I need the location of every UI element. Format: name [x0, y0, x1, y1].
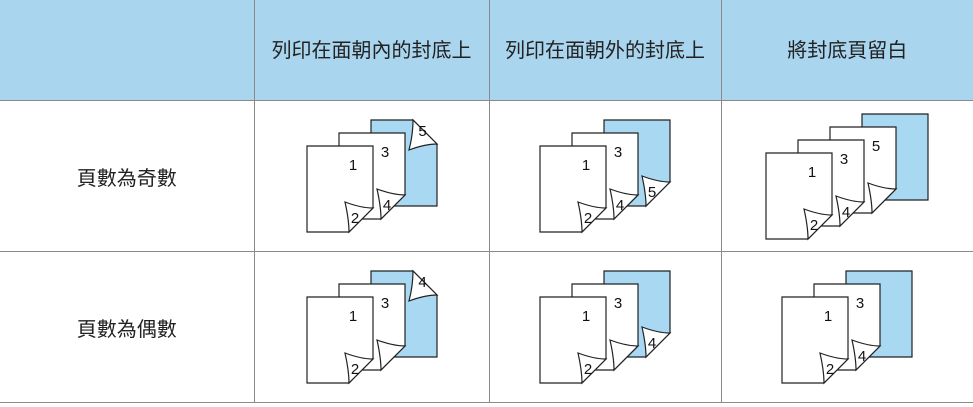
page-curl [577, 352, 608, 385]
page-curl [577, 201, 608, 234]
page-number: 4 [648, 335, 656, 352]
page-curl [641, 326, 672, 359]
page-number: 1 [582, 308, 590, 325]
page-number: 2 [810, 216, 818, 233]
page-number: 1 [582, 157, 590, 174]
page-number: 4 [382, 197, 390, 214]
row-label: 頁數為偶數 [0, 251, 254, 403]
page-number: 1 [808, 163, 816, 180]
page-curl [609, 188, 640, 221]
page-curl [835, 194, 866, 227]
sheet: 12 [781, 296, 850, 385]
page-number: 3 [614, 295, 622, 312]
page-curl [867, 181, 898, 214]
page-curl [343, 352, 374, 385]
sheet: 12 [539, 145, 608, 234]
page-number: 4 [418, 274, 426, 291]
page-number: 4 [842, 203, 850, 220]
page-number: 3 [840, 150, 848, 167]
page-number: 2 [350, 361, 358, 378]
sheet: 12 [305, 296, 374, 385]
page-number: 1 [824, 308, 832, 325]
page-curl [375, 339, 406, 372]
sheet: 12 [305, 145, 374, 234]
page-curl [609, 339, 640, 372]
page-number: 3 [380, 144, 388, 161]
page-number: 3 [856, 295, 864, 312]
page-curl [407, 269, 438, 302]
page-curl [375, 188, 406, 221]
page-number: 3 [614, 144, 622, 161]
corner-cell [0, 0, 254, 101]
page-curl [819, 352, 850, 385]
column-header: 列印在面朝內的封底上 [253, 0, 489, 101]
page-number: 2 [826, 361, 834, 378]
page-number: 1 [348, 157, 356, 174]
page-number: 2 [584, 361, 592, 378]
page-curl [641, 175, 672, 208]
page-number: 2 [584, 210, 592, 227]
page-number: 4 [858, 348, 866, 365]
page-number: 5 [418, 123, 426, 140]
table-row: 頁數為奇數 5 3 4 1 2 5 3 4 1 2 5 3 4 1 2 [0, 100, 973, 252]
page-number: 3 [380, 295, 388, 312]
column-header: 列印在面朝外的封底上 [488, 0, 721, 101]
page-curl [343, 201, 374, 234]
header-row: 列印在面朝內的封底上 列印在面朝外的封底上 將封底頁留白 [0, 0, 973, 101]
page-curl [407, 118, 438, 151]
column-header: 將封底頁留白 [720, 0, 973, 101]
page-number: 5 [648, 184, 656, 201]
sheet: 12 [539, 296, 608, 385]
page-number: 4 [616, 197, 624, 214]
page-number: 1 [348, 308, 356, 325]
page-number: 5 [872, 137, 880, 154]
table-row: 頁數為偶數 4 3 1 2 4 3 1 2 3 4 1 2 [0, 251, 973, 403]
page-number: 2 [350, 210, 358, 227]
sheet: 12 [765, 151, 834, 240]
page-curl [851, 339, 882, 372]
row-label: 頁數為奇數 [0, 100, 254, 252]
page-curl [803, 207, 834, 240]
